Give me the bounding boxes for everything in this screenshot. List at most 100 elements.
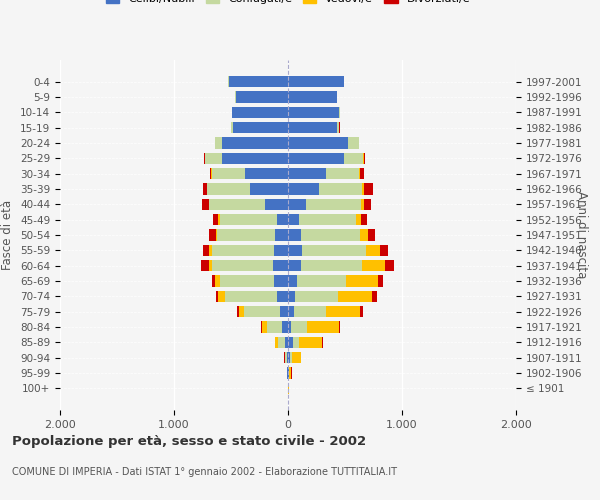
Bar bbox=[326, 306, 360, 318]
Bar bbox=[288, 183, 319, 194]
Bar bbox=[337, 122, 340, 134]
Bar bbox=[289, 368, 292, 379]
Bar bbox=[209, 168, 211, 179]
Bar bbox=[288, 198, 306, 210]
Bar bbox=[364, 152, 365, 164]
Bar bbox=[288, 276, 297, 287]
Bar bbox=[360, 168, 364, 179]
Bar bbox=[288, 290, 295, 302]
Bar bbox=[302, 244, 365, 256]
Bar bbox=[207, 183, 250, 194]
Bar bbox=[215, 229, 217, 241]
Bar bbox=[288, 244, 302, 256]
Bar bbox=[293, 336, 299, 348]
Bar bbox=[288, 336, 293, 348]
Bar bbox=[287, 352, 288, 364]
Bar bbox=[288, 137, 349, 148]
Bar bbox=[209, 260, 212, 272]
Bar bbox=[231, 122, 233, 134]
Bar bbox=[346, 276, 378, 287]
Bar bbox=[212, 244, 274, 256]
Bar bbox=[364, 183, 373, 194]
Bar bbox=[283, 322, 288, 333]
Bar bbox=[285, 352, 287, 364]
Bar bbox=[288, 306, 294, 318]
Bar bbox=[203, 244, 209, 256]
Bar bbox=[203, 183, 207, 194]
Bar bbox=[275, 229, 288, 241]
Bar bbox=[239, 306, 244, 318]
Y-axis label: Fasce di età: Fasce di età bbox=[1, 200, 14, 270]
Bar bbox=[205, 152, 222, 164]
Bar bbox=[273, 260, 288, 272]
Legend: Celibi/Nubili, Coniugati/e, Vedovi/e, Divorziati/e: Celibi/Nubili, Coniugati/e, Vedovi/e, Di… bbox=[101, 0, 475, 8]
Bar bbox=[220, 276, 274, 287]
Bar bbox=[307, 322, 340, 333]
Bar bbox=[220, 214, 277, 226]
Bar bbox=[232, 106, 288, 118]
Bar bbox=[295, 290, 338, 302]
Bar bbox=[222, 137, 288, 148]
Bar bbox=[215, 276, 220, 287]
Bar bbox=[218, 290, 226, 302]
Bar bbox=[288, 152, 344, 164]
Bar bbox=[215, 290, 218, 302]
Bar bbox=[360, 229, 368, 241]
Bar bbox=[356, 214, 361, 226]
Bar bbox=[362, 183, 364, 194]
Bar bbox=[306, 198, 361, 210]
Bar bbox=[212, 276, 215, 287]
Bar bbox=[368, 229, 374, 241]
Bar bbox=[222, 152, 288, 164]
Bar bbox=[218, 214, 220, 226]
Bar bbox=[385, 260, 394, 272]
Bar bbox=[292, 322, 307, 333]
Bar bbox=[244, 306, 280, 318]
Y-axis label: Anni di nascita: Anni di nascita bbox=[575, 192, 588, 278]
Bar bbox=[280, 306, 288, 318]
Bar bbox=[299, 214, 356, 226]
Bar bbox=[290, 352, 292, 364]
Bar bbox=[288, 106, 340, 118]
Bar bbox=[365, 244, 380, 256]
Bar bbox=[288, 229, 301, 241]
Bar bbox=[380, 244, 388, 256]
Bar bbox=[288, 352, 290, 364]
Bar bbox=[349, 137, 359, 148]
Bar bbox=[277, 290, 288, 302]
Bar bbox=[229, 76, 288, 88]
Bar bbox=[326, 168, 359, 179]
Bar bbox=[361, 214, 367, 226]
Bar bbox=[268, 322, 283, 333]
Bar bbox=[245, 168, 288, 179]
Bar bbox=[319, 183, 362, 194]
Bar bbox=[250, 183, 288, 194]
Bar bbox=[212, 168, 245, 179]
Bar bbox=[209, 198, 265, 210]
Bar bbox=[288, 168, 326, 179]
Bar bbox=[275, 336, 278, 348]
Bar bbox=[260, 322, 262, 333]
Bar bbox=[364, 198, 371, 210]
Bar bbox=[277, 214, 288, 226]
Bar bbox=[202, 198, 209, 210]
Bar bbox=[288, 76, 344, 88]
Bar bbox=[274, 276, 288, 287]
Bar bbox=[284, 336, 288, 348]
Bar bbox=[301, 229, 360, 241]
Bar bbox=[378, 276, 383, 287]
Bar bbox=[215, 137, 222, 148]
Bar bbox=[297, 276, 346, 287]
Bar bbox=[338, 290, 373, 302]
Bar bbox=[288, 260, 301, 272]
Bar bbox=[262, 322, 268, 333]
Bar bbox=[301, 260, 362, 272]
Bar bbox=[236, 306, 239, 318]
Bar bbox=[359, 168, 360, 179]
Bar bbox=[265, 198, 288, 210]
Bar bbox=[373, 290, 377, 302]
Bar bbox=[217, 229, 275, 241]
Bar bbox=[299, 336, 322, 348]
Bar bbox=[362, 260, 385, 272]
Bar bbox=[202, 260, 209, 272]
